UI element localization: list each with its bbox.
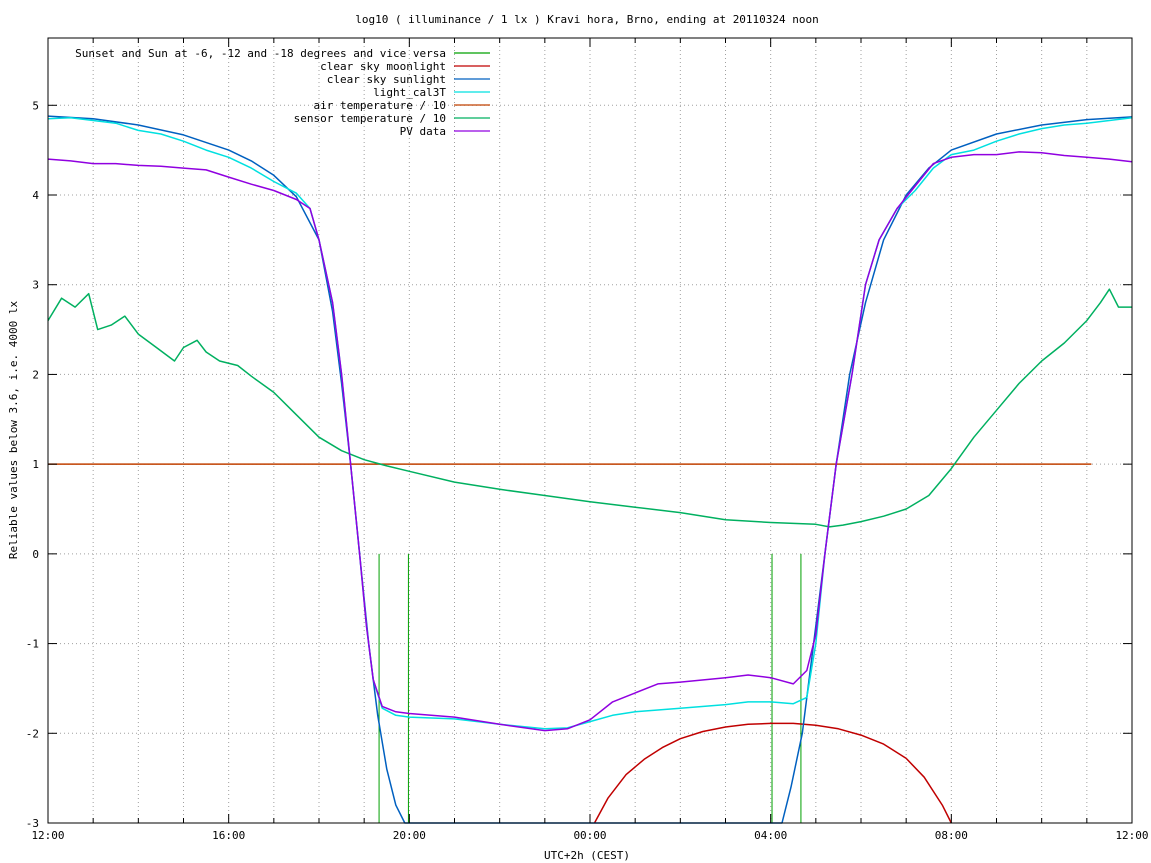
x-tick-label: 16:00 bbox=[212, 829, 245, 842]
y-tick-label: 2 bbox=[32, 368, 39, 381]
y-tick-label: -3 bbox=[26, 817, 39, 830]
x-tick-label: 00:00 bbox=[573, 829, 606, 842]
legend-label: light_cal3T bbox=[373, 86, 446, 99]
series-1 bbox=[593, 722, 952, 824]
x-tick-label: 20:00 bbox=[393, 829, 426, 842]
y-tick-label: 0 bbox=[32, 548, 39, 561]
legend-label: PV data bbox=[400, 125, 446, 138]
legend-label: clear sky sunlight bbox=[327, 73, 446, 86]
y-tick-label: -1 bbox=[26, 638, 39, 651]
y-tick-label: 1 bbox=[32, 458, 39, 471]
axis-ticks: -3 -2 -1 0 1 2 3 4 5 12:00 16:00 20:00 00:00 04:00 08:… bbox=[26, 38, 1149, 842]
series-5 bbox=[47, 288, 1132, 528]
series-layer bbox=[47, 115, 1133, 824]
y-axis-label: Reliable values below 3.6, i.e. 4000 lx bbox=[7, 300, 20, 559]
series-line bbox=[593, 722, 952, 824]
y-tick-label: 3 bbox=[32, 279, 39, 292]
x-axis-label: UTC+2h (CEST) bbox=[544, 849, 630, 862]
legend: Sunset and Sun at -6, -12 and -18 degree… bbox=[75, 47, 490, 138]
grid bbox=[48, 38, 1132, 823]
x-tick-label: 12:00 bbox=[1115, 829, 1148, 842]
legend-label: air temperature / 10 bbox=[314, 99, 446, 112]
series-2 bbox=[47, 115, 1133, 824]
y-tick-label: 5 bbox=[32, 99, 39, 112]
chart-title: log10 ( illuminance / 1 lx ) Kravi hora,… bbox=[355, 13, 819, 26]
legend-label: sensor temperature / 10 bbox=[294, 112, 446, 125]
x-tick-label: 04:00 bbox=[754, 829, 787, 842]
series-line bbox=[47, 115, 1133, 824]
plot-frame bbox=[47, 37, 1133, 824]
y-tick-label: -2 bbox=[26, 727, 39, 740]
legend-label: Sunset and Sun at -6, -12 and -18 degree… bbox=[75, 47, 446, 60]
x-tick-label: 12:00 bbox=[31, 829, 64, 842]
x-tick-label: 08:00 bbox=[935, 829, 968, 842]
series-3 bbox=[47, 117, 1133, 730]
y-tick-label: 4 bbox=[32, 189, 39, 202]
series-6 bbox=[47, 151, 1133, 732]
series-line bbox=[47, 117, 1133, 730]
series-0 bbox=[378, 553, 802, 823]
legend-label: clear sky moonlight bbox=[320, 60, 446, 73]
series-line bbox=[47, 288, 1132, 528]
series-line bbox=[47, 151, 1133, 732]
